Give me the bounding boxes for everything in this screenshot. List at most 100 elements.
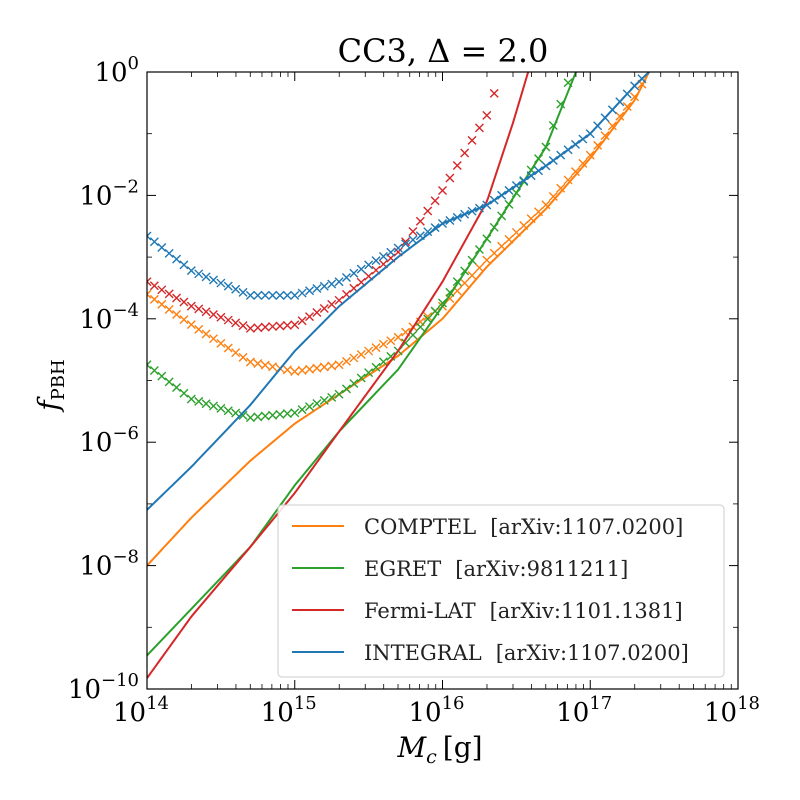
- marker-integral: [386, 247, 396, 257]
- y-tick-label: 10−2: [79, 176, 139, 211]
- marker-egret: [312, 399, 322, 409]
- x-tick-label: 1015: [261, 693, 317, 728]
- marker-fermi-lat: [319, 303, 329, 313]
- marker-comptel: [238, 352, 248, 362]
- marker-comptel: [305, 364, 315, 374]
- marker-integral: [489, 195, 499, 205]
- marker-egret: [260, 411, 270, 421]
- marker-integral: [438, 219, 447, 229]
- marker-comptel: [164, 304, 174, 314]
- marker-egret: [179, 388, 189, 398]
- marker-comptel: [245, 357, 255, 367]
- marker-fermi-lat: [482, 110, 492, 120]
- marker-fermi-lat: [290, 320, 300, 330]
- marker-comptel: [260, 360, 270, 370]
- marker-integral: [364, 260, 374, 270]
- series-markers-egret: [147, 78, 573, 423]
- marker-fermi-lat: [253, 323, 263, 333]
- marker-egret: [327, 392, 337, 402]
- marker-comptel: [356, 350, 366, 359]
- marker-fermi-lat: [208, 310, 218, 319]
- marker-comptel: [334, 360, 344, 370]
- marker-egret: [238, 410, 248, 420]
- marker-egret: [253, 412, 263, 422]
- series-layer: [147, 72, 650, 679]
- marker-egret: [319, 395, 329, 405]
- marker-comptel: [312, 363, 322, 373]
- marker-comptel: [600, 131, 610, 141]
- marker-comptel: [578, 158, 588, 168]
- marker-comptel: [474, 263, 484, 273]
- marker-egret: [356, 373, 366, 383]
- marker-integral: [201, 272, 211, 282]
- marker-egret: [482, 234, 492, 244]
- marker-integral: [179, 260, 189, 270]
- marker-egret: [474, 244, 484, 254]
- marker-fermi-lat: [216, 312, 226, 322]
- marker-comptel: [630, 92, 640, 102]
- marker-fermi-lat: [157, 285, 167, 295]
- marker-integral: [504, 185, 514, 195]
- y-tick-label: 10−8: [79, 547, 139, 582]
- marker-egret: [438, 298, 447, 308]
- marker-fermi-lat: [238, 321, 248, 331]
- marker-comptel: [497, 241, 507, 251]
- marker-comptel: [593, 140, 603, 150]
- marker-integral: [637, 74, 647, 84]
- marker-fermi-lat: [452, 160, 462, 170]
- marker-egret: [164, 377, 174, 387]
- marker-integral: [245, 290, 255, 300]
- marker-integral: [341, 273, 351, 283]
- marker-comptel: [541, 200, 551, 210]
- marker-comptel: [585, 150, 595, 160]
- marker-integral: [415, 231, 425, 241]
- series-line-integral: [147, 72, 650, 511]
- marker-integral: [194, 269, 204, 279]
- marker-fermi-lat: [297, 316, 307, 326]
- x-tick-label: 1014: [113, 693, 169, 728]
- marker-integral: [534, 166, 544, 176]
- marker-egret: [147, 360, 152, 370]
- marker-egret: [460, 266, 470, 276]
- marker-comptel: [534, 207, 544, 217]
- marker-integral: [393, 243, 403, 253]
- marker-integral: [630, 81, 640, 91]
- marker-integral: [615, 97, 625, 107]
- marker-comptel: [548, 192, 558, 201]
- marker-fermi-lat: [164, 289, 174, 299]
- marker-egret: [534, 154, 544, 164]
- marker-integral: [423, 227, 433, 237]
- marker-integral: [467, 206, 477, 216]
- marker-fermi-lat: [312, 308, 322, 318]
- marker-integral: [593, 121, 603, 131]
- marker-comptel: [482, 255, 492, 265]
- legend-label-integral: INTEGRAL [arXiv:1107.0200]: [364, 641, 689, 665]
- marker-comptel: [172, 310, 182, 320]
- marker-integral: [585, 129, 595, 139]
- marker-comptel: [179, 315, 189, 325]
- marker-egret: [275, 409, 285, 419]
- marker-egret: [401, 338, 411, 348]
- marker-integral: [312, 284, 322, 294]
- marker-fermi-lat: [231, 318, 241, 328]
- marker-comptel: [216, 338, 226, 348]
- series-markers-integral: [147, 74, 647, 300]
- marker-integral: [290, 290, 300, 300]
- marker-integral: [556, 150, 566, 160]
- marker-comptel: [607, 121, 617, 131]
- marker-fermi-lat: [275, 321, 285, 331]
- marker-comptel: [201, 329, 211, 339]
- marker-integral: [356, 264, 366, 274]
- y-axis-label: fPBH: [32, 359, 69, 412]
- marker-egret: [378, 357, 388, 367]
- marker-integral: [526, 171, 536, 181]
- marker-egret: [305, 402, 315, 412]
- marker-egret: [172, 383, 182, 393]
- marker-fermi-lat: [445, 173, 455, 183]
- marker-comptel: [563, 175, 573, 185]
- marker-egret: [186, 394, 196, 404]
- x-tick-label: 1017: [556, 693, 612, 728]
- marker-comptel: [460, 278, 470, 288]
- marker-fermi-lat: [201, 307, 211, 317]
